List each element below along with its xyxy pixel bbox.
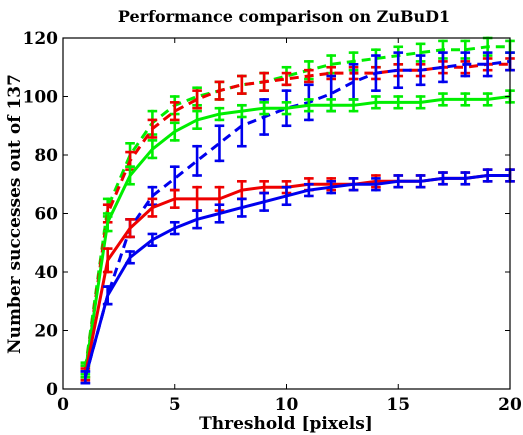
error-bar	[371, 177, 381, 192]
error-bar	[482, 168, 493, 183]
series-layer	[80, 36, 515, 385]
error-bar	[169, 121, 180, 142]
error-bar	[348, 177, 359, 192]
series-line	[83, 95, 511, 372]
series-line	[83, 45, 510, 369]
chart-title: Performance comparison on ZuBuD1	[118, 7, 450, 26]
series-2	[80, 51, 515, 385]
error-bar	[125, 250, 135, 265]
series-line	[83, 59, 511, 378]
error-bar	[393, 174, 404, 189]
error-bar	[460, 51, 471, 78]
series-line	[83, 174, 510, 378]
error-bar	[237, 103, 247, 119]
error-bar	[460, 171, 471, 186]
x-tick-label: 20	[498, 395, 522, 415]
error-bar	[438, 92, 448, 107]
error-bar	[169, 188, 180, 209]
error-bar	[371, 95, 381, 110]
x-tick-label: 5	[169, 395, 181, 415]
error-bar	[214, 106, 225, 122]
error-bar	[415, 174, 426, 189]
error-bar	[438, 51, 448, 84]
error-bar	[192, 209, 202, 230]
y-tick-label: 60	[34, 205, 58, 225]
error-bar	[147, 139, 158, 160]
error-bar	[259, 191, 269, 212]
error-bar	[147, 232, 158, 247]
error-bar	[304, 182, 314, 198]
x-tick-label: 0	[57, 395, 69, 415]
error-bar	[214, 124, 225, 163]
series-3	[80, 89, 515, 379]
x-axis-label: Threshold [pixels]	[199, 414, 373, 434]
x-tick-label: 15	[386, 395, 410, 415]
error-bar	[169, 220, 180, 236]
error-bar	[259, 101, 269, 116]
error-bar	[393, 51, 404, 90]
y-tick-label: 20	[34, 322, 58, 342]
error-bar	[192, 144, 202, 177]
error-bar	[438, 171, 448, 186]
error-bar	[147, 197, 158, 218]
error-bar	[460, 92, 471, 107]
error-bar	[125, 165, 135, 186]
error-bar	[237, 197, 247, 218]
error-bar	[482, 92, 493, 107]
y-tick-label: 40	[34, 263, 58, 283]
series-5	[80, 168, 515, 385]
error-bar	[326, 98, 337, 113]
error-bar	[281, 185, 292, 207]
error-bar	[192, 89, 202, 110]
error-bar	[371, 54, 381, 92]
error-bar	[281, 71, 292, 87]
error-bar	[102, 247, 113, 274]
error-bar	[259, 71, 269, 92]
error-bar	[348, 98, 359, 113]
error-bar	[192, 109, 202, 130]
error-bar	[304, 98, 314, 113]
error-bar	[237, 74, 247, 95]
y-tick-label: 120	[23, 29, 59, 49]
y-tick-label: 100	[23, 88, 59, 108]
series-4	[80, 168, 515, 382]
y-tick-label: 80	[34, 146, 58, 166]
error-bar	[169, 101, 180, 122]
error-bar	[393, 95, 404, 110]
error-bar	[214, 203, 225, 224]
error-bar	[80, 370, 91, 385]
error-bar	[304, 68, 314, 84]
x-tick-label: 10	[275, 395, 299, 415]
error-bar	[326, 180, 337, 195]
tick-layer: 0 5 10 15 20 0 20 40 60 80 100 120	[23, 29, 522, 415]
y-axis-label: Number successes out of 137	[5, 74, 25, 354]
error-bar	[281, 101, 292, 116]
error-bar	[482, 51, 493, 78]
error-bar	[102, 285, 113, 306]
error-bar	[214, 80, 225, 101]
y-tick-label: 0	[46, 380, 58, 400]
error-bar	[125, 218, 135, 239]
error-bar	[415, 95, 426, 110]
error-bar	[102, 212, 113, 233]
error-bar	[415, 54, 426, 87]
error-bar	[147, 118, 158, 139]
